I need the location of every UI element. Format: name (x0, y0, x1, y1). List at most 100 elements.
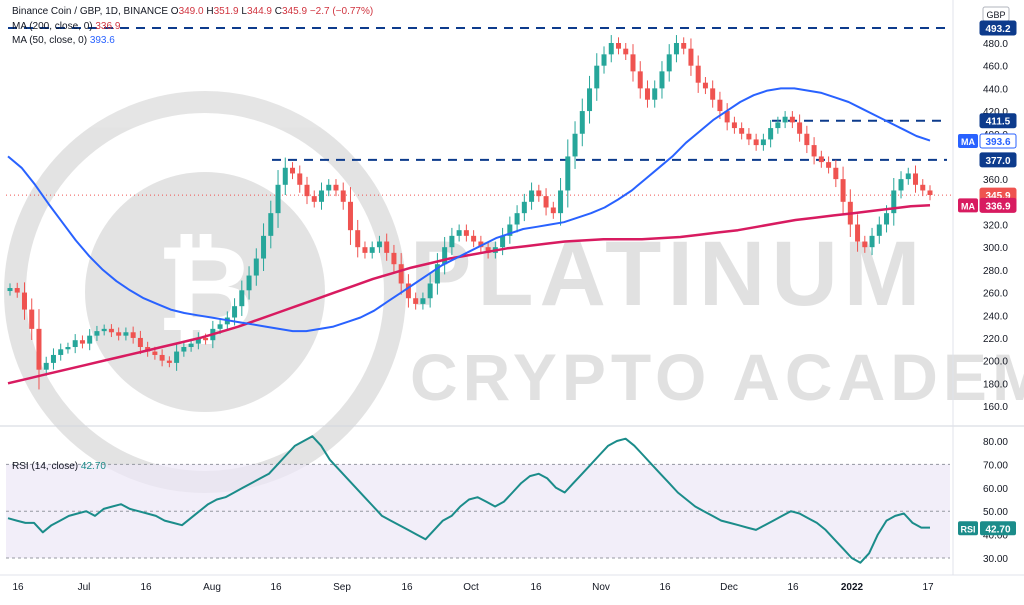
candle-body (347, 201, 353, 231)
candle-body (318, 190, 324, 202)
candle-body (702, 82, 708, 89)
price-tick-label: 180.0 (983, 379, 1008, 390)
rsi-legend: RSI (14, close) 42.70 (12, 461, 106, 472)
price-tick-label: 300.0 (983, 243, 1008, 254)
price-tick-label: 440.0 (983, 84, 1008, 95)
time-tick-label: 2022 (841, 582, 864, 593)
time-tick-label: 16 (530, 582, 542, 593)
candle-body (29, 309, 35, 329)
candle-body (543, 196, 549, 208)
candle-body (724, 111, 730, 123)
candle-body (471, 235, 477, 242)
time-tick-label: Jul (78, 582, 91, 593)
watermark-line1: PLATINUM (410, 223, 926, 325)
candle-body (500, 235, 506, 248)
price-tick-label: 200.0 (983, 357, 1008, 368)
candle-body (695, 65, 701, 83)
rsi-line (7, 435, 930, 564)
candle-body (739, 128, 745, 134)
rsi-tick-label: 30.00 (983, 554, 1008, 565)
candle-body (637, 71, 643, 89)
rsi-tick-label: 60.00 (983, 484, 1008, 495)
price-tick-label: 240.0 (983, 311, 1008, 322)
candle-body (217, 324, 223, 329)
rsi-value-tag: 42.70 (985, 524, 1010, 535)
candle-body (7, 288, 13, 292)
candle-body (94, 331, 100, 336)
candle-body (195, 337, 201, 344)
time-tick-label: Aug (203, 582, 221, 593)
candle-body (659, 71, 665, 89)
time-tick-label: 17 (922, 582, 934, 593)
candle-body (130, 332, 136, 338)
candle-body (174, 351, 180, 363)
time-tick-label: 16 (270, 582, 282, 593)
candle-body (826, 162, 832, 168)
price-tick-label: 260.0 (983, 289, 1008, 300)
candle-body (427, 283, 433, 299)
candle-body (616, 43, 622, 49)
watermark-line2: CRYPTO ACADEMY (410, 340, 1024, 414)
candle-body (731, 122, 737, 129)
candle-body (297, 173, 303, 185)
candle-body (485, 247, 491, 253)
candle-body (405, 283, 411, 299)
candle-body (710, 88, 716, 100)
candle-body (760, 139, 766, 146)
price-tick-label: 160.0 (983, 402, 1008, 413)
candle-body (261, 235, 267, 259)
candle-body (333, 184, 339, 191)
candle-body (521, 201, 527, 214)
candle-body (108, 328, 114, 333)
time-tick-label: Dec (720, 582, 738, 593)
time-tick-label: Nov (592, 582, 610, 593)
candle-body (384, 241, 390, 253)
ma50-value: 393.6 (89, 35, 115, 46)
candle-body (152, 351, 158, 355)
time-tick-label: 16 (787, 582, 799, 593)
candle-body (905, 173, 911, 180)
candle-body (833, 167, 839, 180)
candle-body (478, 241, 484, 248)
candle-body (608, 43, 614, 55)
candle-body (355, 230, 361, 248)
candle-body (282, 167, 288, 185)
change-value: −2.7 (−0.77%) (309, 6, 374, 17)
candle-body (913, 173, 919, 185)
candle-body (203, 337, 209, 341)
candle-body (116, 332, 122, 336)
candle-body (14, 288, 20, 293)
candle-body (21, 292, 27, 310)
time-tick-label: 16 (659, 582, 671, 593)
candle-body (920, 184, 926, 191)
candle-body (369, 247, 375, 253)
rsi-value: 42.70 (80, 461, 106, 472)
ohlc-value-l: 344.9 (246, 6, 272, 17)
candle-body (413, 298, 419, 304)
candle-body (550, 207, 556, 214)
candle-body (630, 54, 636, 72)
rsi-tick-label: 80.00 (983, 437, 1008, 448)
candle-body (442, 247, 448, 265)
price-tag-current: 345.9 (985, 191, 1010, 202)
candle-body (50, 354, 56, 363)
candle-body (420, 298, 426, 304)
candle-body (746, 133, 752, 140)
candle-body (623, 48, 629, 55)
candle-body (768, 128, 774, 140)
candle-body (239, 290, 245, 307)
candle-body (797, 122, 803, 134)
candle-body (340, 190, 346, 202)
price-tick-label: 220.0 (983, 334, 1008, 345)
price-tag-ma50: 393.6 (985, 137, 1010, 148)
candle-body (43, 362, 49, 370)
candle-body (253, 258, 259, 276)
candle-body (87, 335, 93, 344)
candle-body (290, 167, 296, 174)
candle-body (123, 332, 129, 336)
ma50-tag: MA (961, 137, 975, 147)
price-tag-level: 377.0 (985, 156, 1010, 167)
rsi-label: RSI (14, close) (12, 461, 79, 472)
